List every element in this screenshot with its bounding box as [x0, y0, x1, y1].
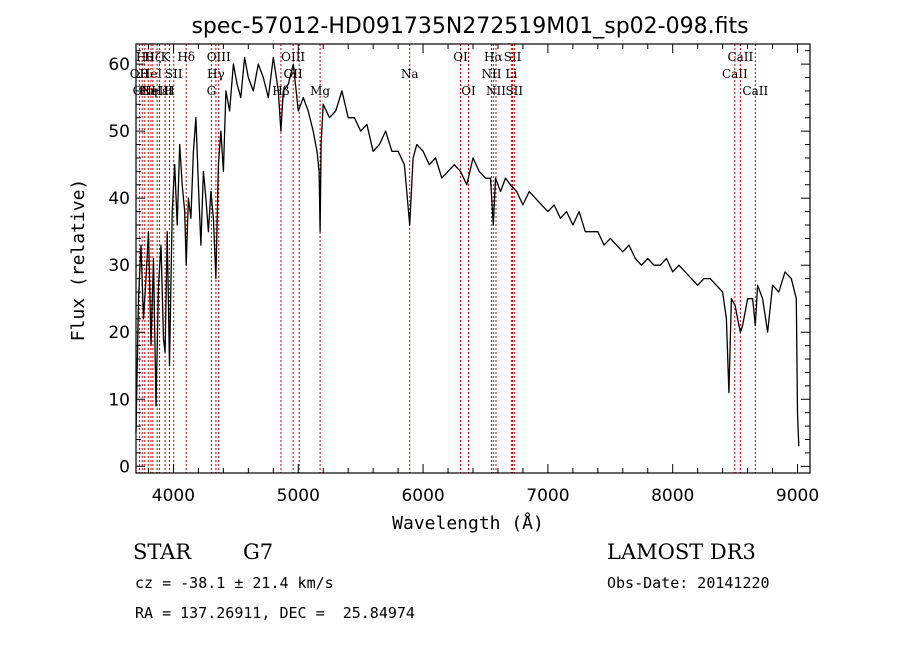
- line-marker-label: Hθ: [136, 50, 154, 64]
- observation-date: Obs-Date: 20141220: [607, 574, 770, 592]
- coordinates: RA = 137.26911, DEC = 25.84974: [135, 604, 415, 622]
- line-marker-label: OI: [461, 84, 476, 98]
- x-tick-label: 9000: [776, 486, 819, 506]
- y-tick-label: 40: [108, 189, 130, 209]
- plot-frame: [135, 43, 811, 474]
- line-marker-label: K: [161, 50, 171, 64]
- line-marker-label: HeI: [140, 67, 163, 81]
- x-tick-label: 5000: [277, 486, 320, 506]
- object-subclass: G7: [243, 540, 274, 564]
- line-marker-label: Hδ: [177, 50, 195, 64]
- survey-name: LAMOST DR3: [607, 540, 756, 564]
- line-marker-label: Li: [505, 67, 517, 81]
- line-marker-label: OIII: [207, 50, 231, 64]
- line-marker-label: CaII: [722, 67, 748, 81]
- y-axis-label: Flux (relative): [68, 179, 89, 342]
- y-tick-label: 60: [108, 55, 130, 75]
- line-marker-label: H: [164, 84, 174, 98]
- x-tick-label: 8000: [651, 486, 694, 506]
- y-tick-label: 0: [119, 457, 130, 477]
- line-marker-label: Hα: [484, 50, 503, 64]
- line-marker-label: OIII: [281, 50, 305, 64]
- line-marker-label: SII: [504, 50, 522, 64]
- y-tick-label: 30: [108, 256, 130, 276]
- line-marker-label: NeIII: [141, 84, 173, 98]
- axes: [135, 43, 811, 474]
- line-marker-label: OI: [453, 50, 468, 64]
- line-markers: OIIOIIHθHηHeIHζNeIIIHεKHSIIHδGHγOIIIHβOI…: [130, 44, 768, 473]
- line-marker-label: CaII: [742, 84, 768, 98]
- x-tick-label: 6000: [401, 486, 444, 506]
- line-marker-label: NII: [486, 84, 506, 98]
- line-marker-label: Hγ: [207, 67, 225, 81]
- x-tick-label: 7000: [526, 486, 569, 506]
- ticks: 4000 5000 6000 7000 8000 9000 0 10 20 30 40 50 60: [108, 44, 819, 506]
- line-marker-label: Na: [401, 67, 419, 81]
- chart-title: spec-57012-HD091735N272519M01_sp02-098.f…: [191, 14, 748, 39]
- y-tick-label: 20: [108, 323, 130, 343]
- redshift-velocity: cz = -38.1 ± 21.4 km/s: [135, 574, 334, 592]
- flux-series-line: [135, 56, 800, 447]
- line-marker-label: Mg: [310, 84, 330, 98]
- line-marker-label: NII: [481, 67, 501, 81]
- line-marker-label: Hε: [151, 84, 168, 98]
- line-marker-label: SII: [505, 84, 523, 98]
- flux-series-group: [135, 56, 800, 447]
- object-class: STAR: [133, 540, 192, 564]
- line-marker-label: OII: [283, 67, 303, 81]
- line-marker-label: OII: [133, 84, 153, 98]
- line-marker-label: Hη: [139, 84, 157, 98]
- x-tick-label: 4000: [152, 486, 195, 506]
- line-marker-label: SII: [165, 67, 183, 81]
- line-marker-label: G: [207, 84, 217, 98]
- y-tick-label: 10: [108, 390, 130, 410]
- y-tick-label: 50: [108, 122, 130, 142]
- line-marker-label: CaII: [727, 50, 753, 64]
- x-axis-label: Wavelength (Å): [392, 512, 544, 534]
